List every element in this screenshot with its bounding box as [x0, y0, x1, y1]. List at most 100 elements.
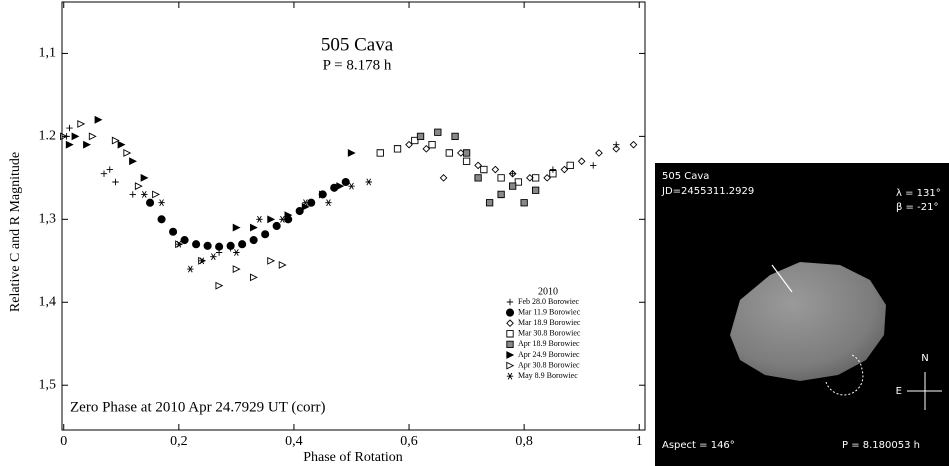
data-point — [613, 141, 620, 148]
legend-marker — [506, 351, 515, 359]
data-point — [232, 223, 241, 232]
data-point — [497, 174, 505, 182]
data-point — [100, 170, 108, 177]
data-point — [302, 199, 309, 207]
legend-label: Feb 28.0 Borowiec — [518, 297, 580, 306]
data-point — [88, 132, 97, 141]
y-tick-label: 1.2 — [39, 129, 57, 144]
data-point — [249, 223, 258, 232]
data-point — [157, 215, 166, 224]
data-point — [532, 174, 540, 182]
data-point — [348, 182, 355, 190]
data-point — [140, 173, 149, 182]
data-point — [462, 149, 471, 157]
y-tick-label: 1,5 — [39, 377, 57, 392]
data-point — [434, 128, 442, 136]
data-point — [134, 182, 143, 191]
y-tick-label: 1,3 — [39, 212, 57, 227]
data-point — [192, 240, 201, 249]
data-point — [612, 144, 621, 153]
data-point — [226, 241, 235, 250]
legend-label: Mar 30.8 Borowiec — [518, 329, 581, 338]
data-point — [491, 165, 500, 174]
data-point — [590, 162, 597, 169]
x-tick-label: 0,4 — [285, 434, 303, 449]
legend-marker — [506, 372, 514, 380]
data-point — [215, 281, 224, 290]
data-point — [485, 199, 494, 207]
data-point — [112, 178, 119, 186]
legend-marker — [506, 340, 514, 349]
compass-north: N — [921, 353, 928, 364]
legend-label: Mar 11.9 Borowiec — [518, 307, 581, 316]
data-point — [141, 191, 148, 198]
legend-label: Mar 18.9 Borowiec — [518, 318, 581, 327]
data-point — [462, 157, 471, 165]
asteroid-shape — [730, 262, 886, 381]
data-point — [249, 236, 258, 245]
x-tick-label: 0,8 — [515, 434, 533, 449]
data-point — [532, 186, 540, 194]
data-point — [295, 206, 304, 216]
x-tick-label: 0,2 — [170, 434, 188, 449]
data-point — [94, 115, 103, 124]
data-point — [256, 215, 263, 223]
data-point — [365, 178, 372, 186]
data-point — [152, 190, 161, 199]
data-point — [566, 161, 574, 170]
data-point — [474, 161, 482, 170]
legend-marker — [506, 298, 514, 306]
data-point — [278, 261, 287, 269]
data-point — [480, 165, 488, 174]
data-point — [129, 157, 137, 166]
data-point — [319, 190, 327, 199]
data-point — [169, 227, 178, 236]
data-point — [261, 230, 270, 239]
data-point — [238, 240, 247, 249]
x-tick-label: 0,6 — [400, 434, 418, 449]
data-point — [60, 132, 68, 141]
x-tick-label: 1 — [636, 434, 643, 449]
legend-label: May 8.9 Borowiec — [518, 371, 578, 380]
data-point — [215, 242, 224, 251]
compass-east: E — [896, 386, 902, 397]
data-point — [180, 236, 189, 245]
data-point — [187, 265, 194, 273]
data-point — [272, 221, 281, 231]
legend-marker — [505, 308, 515, 317]
shape-panel: 505 Cava JD=2455311.2929 λ = 131° β = -2… — [655, 163, 949, 466]
data-point — [549, 170, 557, 178]
data-point — [71, 132, 80, 141]
legend-label: Apr 30.8 Borowiec — [518, 360, 580, 369]
data-point — [158, 199, 165, 207]
data-point — [549, 166, 557, 173]
chart-subtitle: P = 8.178 h — [323, 57, 392, 73]
y-tick-label: 1,4 — [39, 294, 57, 309]
data-point — [595, 149, 603, 157]
spin-axis — [771, 264, 793, 293]
legend-marker — [506, 361, 515, 370]
data-point — [279, 215, 286, 223]
data-point — [393, 145, 402, 153]
shape-beta: β = -21° — [896, 202, 938, 213]
legend-label: Apr 24.9 Borowiec — [518, 350, 580, 359]
data-point — [376, 149, 384, 157]
data-point — [66, 124, 73, 132]
legend-marker — [506, 330, 514, 338]
data-point — [445, 149, 453, 157]
data-point — [249, 273, 258, 282]
data-point — [129, 191, 136, 198]
data-point — [117, 140, 126, 149]
legend-title: 2010 — [538, 286, 558, 297]
data-point — [65, 140, 74, 149]
data-point — [336, 182, 345, 191]
chart-title: 505 Cava — [321, 34, 394, 55]
data-point — [111, 136, 120, 145]
data-point — [232, 265, 241, 274]
shape-jd: JD=2455311.2929 — [661, 186, 754, 197]
annotation: Zero Phase at 2010 Apr 24.7929 UT (corr) — [70, 399, 326, 415]
data-point — [416, 132, 425, 141]
plot-frame — [61, 1, 646, 431]
data-point — [175, 240, 183, 248]
